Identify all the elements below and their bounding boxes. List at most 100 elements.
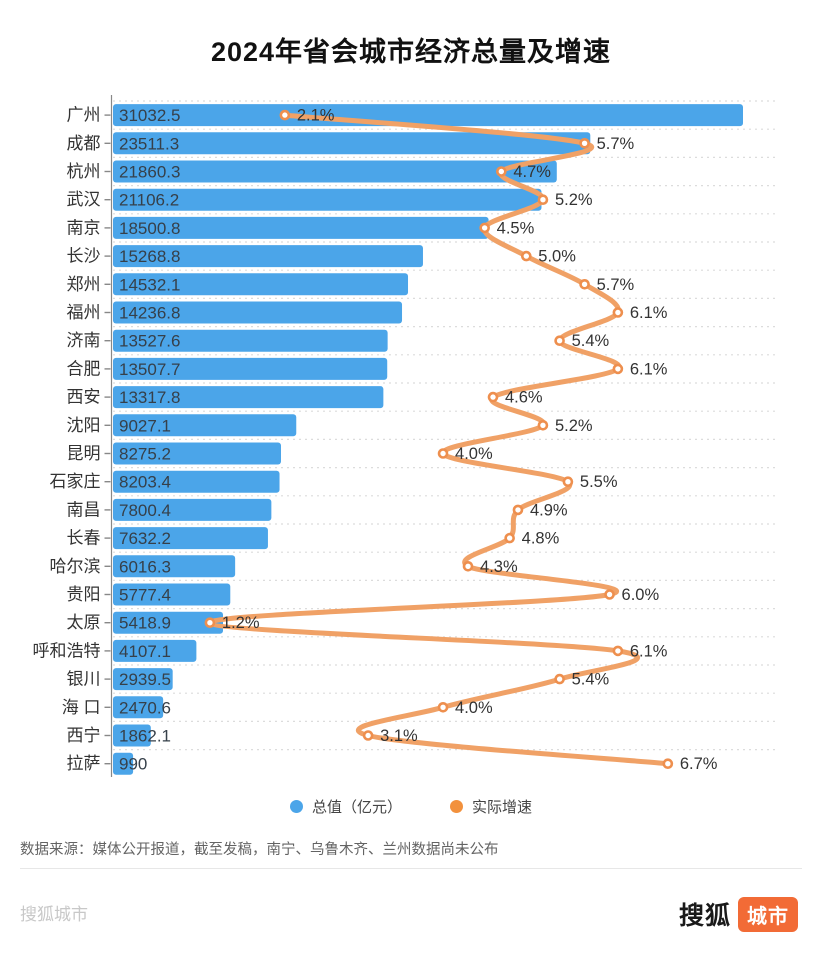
bar (113, 357, 388, 380)
bar (113, 527, 268, 550)
bar-value-label: 6016.3 (119, 557, 171, 576)
growth-marker (662, 758, 674, 770)
bar (113, 132, 591, 155)
growth-marker (496, 166, 507, 177)
chart-title: 2024年省会城市经济总量及增速 (210, 37, 612, 67)
bar-value-label: 15268.8 (119, 247, 180, 266)
growth-marker (612, 307, 624, 318)
growth-value-label: 5.5% (580, 473, 618, 491)
growth-value-label: 4.9% (530, 501, 568, 519)
bar-value-label: 21106.2 (119, 191, 179, 210)
growth-marker (512, 504, 524, 516)
bar-value-label: 18500.8 (119, 219, 180, 238)
growth-value-label: 6.1% (630, 642, 668, 660)
bar (113, 555, 236, 578)
growth-marker (279, 109, 291, 121)
city-label: 福州 (67, 303, 101, 322)
bar-value-label: 31032.5 (119, 106, 180, 125)
growth-value-label: 2.1% (297, 107, 335, 125)
bar (113, 668, 173, 691)
city-label: 长春 (67, 529, 101, 548)
growth-value-label: 4.5% (497, 219, 535, 237)
growth-value-label: 4.7% (513, 163, 551, 181)
growth-marker (579, 138, 590, 149)
city-label: 西安 (67, 388, 101, 407)
growth-value-label: 6.0% (622, 586, 660, 604)
legend-item-growth: 实际增速 (450, 796, 532, 817)
bar (113, 696, 164, 719)
bar (113, 160, 557, 183)
growth-value-label: 5.7% (597, 276, 635, 294)
city-label: 石家庄 (50, 472, 101, 491)
bar-value-label: 14236.8 (119, 304, 180, 323)
bar (113, 245, 423, 268)
growth-marker (554, 673, 565, 685)
city-label: 成都 (67, 134, 101, 153)
bar-value-label: 23511.3 (119, 134, 179, 153)
growth-marker (604, 589, 615, 600)
bar (113, 301, 403, 324)
growth-value-label: 4.0% (455, 445, 493, 463)
bar-value-label: 14532.1 (119, 275, 180, 294)
legend-dot-orange-icon (450, 800, 463, 813)
bar (113, 583, 231, 606)
growth-marker (612, 645, 624, 657)
growth-marker (362, 730, 374, 741)
bar-value-label: 9027.1 (119, 416, 171, 435)
city-label: 济南 (67, 331, 101, 350)
growth-marker (537, 419, 549, 431)
city-label: 郑州 (67, 275, 101, 294)
bar-value-label: 21860.3 (119, 163, 180, 182)
growth-value-label: 5.2% (555, 191, 593, 209)
growth-marker (437, 701, 449, 713)
legend-label-growth: 实际增速 (472, 799, 533, 816)
growth-value-label: 5.0% (538, 248, 576, 266)
bar (113, 470, 280, 493)
growth-marker (612, 363, 624, 375)
city-label: 南京 (67, 218, 101, 237)
bar-value-label: 7800.4 (119, 501, 171, 520)
growth-marker (437, 448, 449, 459)
growth-value-label: 4.3% (480, 558, 518, 576)
bar-value-label: 5777.4 (119, 586, 171, 605)
growth-marker (579, 278, 590, 290)
bar (113, 104, 743, 127)
bar (113, 752, 134, 775)
bar-value-label: 8275.2 (119, 445, 171, 464)
bar-value-label: 13317.8 (119, 388, 180, 407)
bar (113, 273, 409, 296)
city-label: 沈阳 (67, 416, 101, 435)
city-label: 广州 (67, 106, 101, 125)
bar-value-label: 5418.9 (119, 614, 171, 633)
bar (113, 414, 297, 437)
city-label: 南昌 (67, 500, 101, 519)
growth-value-label: 5.4% (572, 332, 610, 350)
growth-marker (204, 617, 216, 629)
growth-value-label: 5.2% (555, 417, 593, 435)
bar-value-label: 990 (119, 755, 147, 774)
city-label: 长沙 (67, 247, 101, 266)
growth-value-label: 3.1% (380, 727, 418, 745)
growth-marker (504, 532, 515, 544)
bar (113, 386, 384, 409)
chart-legend: 总值（亿元） 实际增速 (0, 796, 822, 817)
city-label: 昆明 (67, 444, 101, 463)
city-label: 武汉 (67, 190, 101, 209)
city-label: 海 口 (62, 698, 101, 717)
bar (113, 188, 542, 211)
growth-marker (562, 476, 574, 488)
city-label: 西宁 (67, 726, 101, 745)
bar (113, 611, 224, 634)
growth-value-label: 6.1% (630, 360, 668, 378)
bar (113, 442, 281, 465)
city-label: 太原 (67, 613, 101, 632)
bar (113, 498, 272, 521)
growth-marker (554, 335, 565, 347)
city-label: 银川 (67, 670, 101, 689)
city-label: 哈尔滨 (50, 557, 101, 576)
legend-item-total: 总值（亿元） (289, 796, 402, 817)
bar (113, 216, 489, 239)
bar-value-label: 1862.1 (119, 727, 171, 746)
data-source-note: 数据来源：媒体公开报道，截至发稿，南宁、乌鲁木齐、兰州数据尚未公布 (20, 842, 499, 858)
